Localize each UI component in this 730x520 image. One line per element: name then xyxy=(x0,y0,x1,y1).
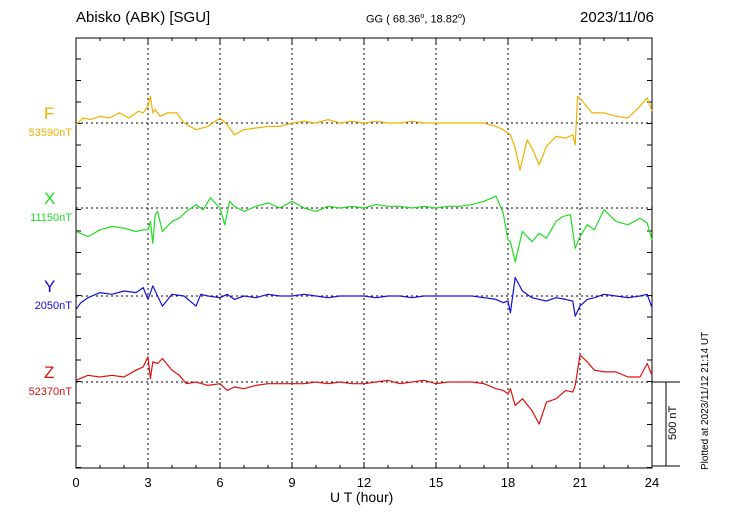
series-z xyxy=(75,354,653,425)
baseline-value-y: 2050nT xyxy=(34,300,72,312)
baseline-value-z: 52370nT xyxy=(28,386,72,398)
coordinates-label: GG ( 68.36o, 18.82o) xyxy=(366,13,466,26)
station-title: Abisko (ABK) [SGU] xyxy=(76,9,211,26)
component-label-x: X xyxy=(44,189,56,208)
component-label-z: Z xyxy=(44,363,55,382)
component-label-y: Y xyxy=(44,277,56,296)
series-y xyxy=(75,276,653,317)
plotted-note: Plotted at 2023/11/12 21:14 UT xyxy=(700,331,711,470)
baseline-value-x: 11150nT xyxy=(30,212,72,224)
x-tick-label: 3 xyxy=(144,475,151,490)
x-tick-label: 9 xyxy=(288,475,295,490)
x-tick-label: 6 xyxy=(216,475,223,490)
x-tick-label: 18 xyxy=(501,475,515,490)
x-axis-title: U T (hour) xyxy=(330,489,394,505)
x-tick-label: 21 xyxy=(573,475,587,490)
series-x xyxy=(75,195,653,263)
baseline-value-f: 53590nT xyxy=(28,127,72,139)
series-f xyxy=(75,95,653,171)
x-tick-label: 0 xyxy=(72,475,79,490)
date-label: 2023/11/06 xyxy=(580,9,654,26)
x-tick-label: 24 xyxy=(645,475,659,490)
x-tick-label: 12 xyxy=(357,475,371,490)
component-label-f: F xyxy=(44,104,55,123)
x-tick-label: 15 xyxy=(429,475,443,490)
scale-bar-label: 500 nT xyxy=(667,405,679,440)
